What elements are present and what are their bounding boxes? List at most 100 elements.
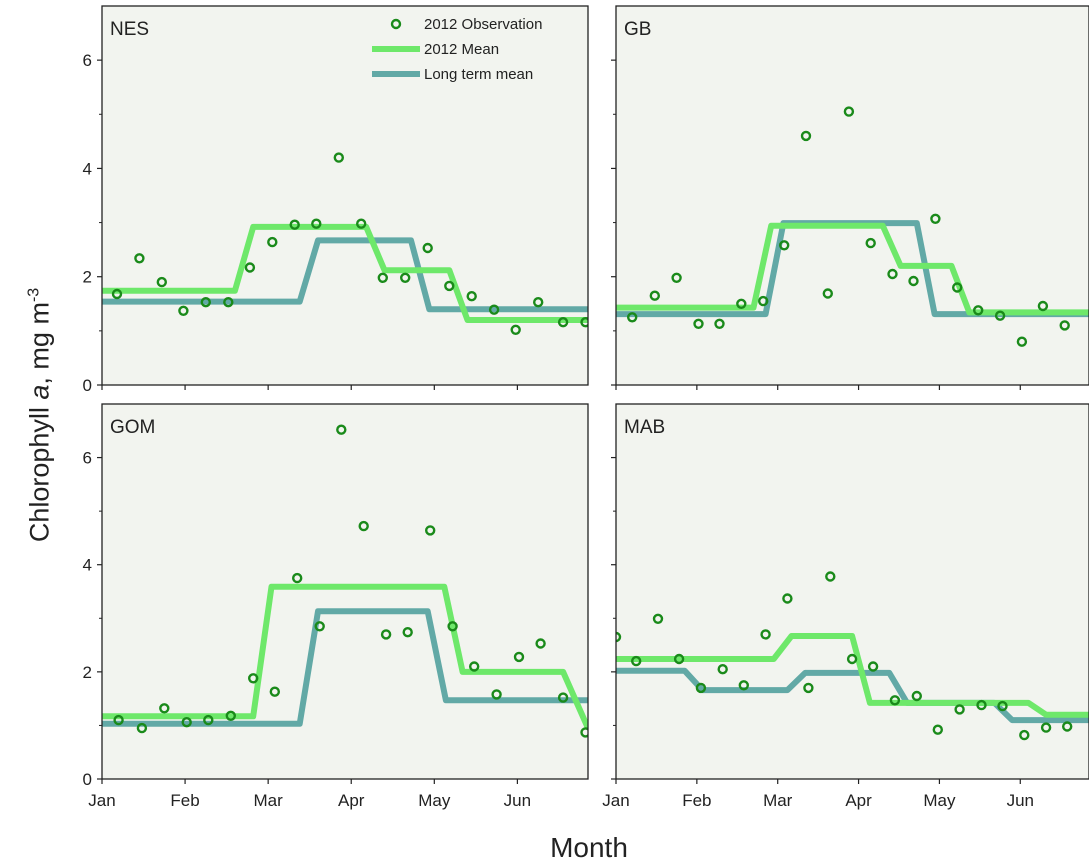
observation-point [994,310,1006,321]
observation-point [269,686,280,697]
observation-point [491,689,502,700]
observation-point [333,152,344,163]
observation-point [1040,722,1052,733]
observation-point [782,593,793,604]
data-layer [616,106,1089,347]
observation-point [673,653,685,665]
observation-point [580,317,588,328]
observation-point [358,520,369,532]
panel-frame [615,5,1089,386]
observation-point [846,653,858,665]
data-layer [102,424,588,738]
observation-point [336,424,347,435]
series-long-term-mean-line [102,608,588,727]
y-tick-label: 6 [83,51,92,70]
observation-point [311,218,322,229]
observation-point [695,682,707,694]
observation-point [779,240,790,251]
observation-point [267,236,278,248]
observation-point [422,242,433,254]
observation-point [557,317,569,328]
plot-area [102,6,588,385]
x-tick-label: Mar [763,791,793,810]
legend-label: 2012 Mean [424,41,499,58]
y-tick-label: 6 [83,449,92,468]
observation-point [203,714,214,726]
observation-point [997,700,1008,712]
observation-point [400,272,411,283]
observation-point [671,272,682,283]
x-tick-label: Jan [88,791,115,810]
observation-point [652,613,664,624]
observation-point [513,651,525,663]
observation-point [425,525,436,536]
legend-label: Long term mean [424,66,533,83]
observation-point [488,304,500,315]
plot-area [616,6,1089,385]
panel-frame [101,403,589,780]
y-tick-label: 4 [83,556,92,575]
panel-mab: Jan Feb Mar Apr May Jun MAB [602,403,1089,810]
observation-point [200,297,212,308]
x-tick-label: Jun [504,791,531,810]
observation-point [535,638,546,649]
observation-point [803,682,814,694]
observation-point [800,130,812,142]
observation-point [469,661,480,672]
observation-point [244,262,256,273]
panel-nes: 0 2 4 6 NES [83,5,589,395]
observation-point [247,673,259,684]
x-tick-label: May [418,791,451,810]
x-tick-label: Apr [845,791,872,810]
observation-point [758,295,769,307]
observation-point [134,253,145,264]
observation-point [1059,320,1070,331]
observation-point [954,704,965,715]
observation-point [930,213,941,225]
observation-point [447,621,458,632]
observation-point [760,629,771,640]
series-2012-mean-line [616,222,1089,316]
panel-frame [615,403,1089,780]
x-tick-label: Apr [338,791,365,810]
observation-point [1037,300,1049,312]
observation-point [627,312,638,323]
observation-point [616,631,622,643]
observation-point [510,324,521,335]
observation-point [289,219,300,230]
panel-label: GOM [110,417,155,438]
data-layer [616,571,1089,741]
observation-point [865,237,876,249]
series-2012-mean-line [102,583,588,730]
observation-point [380,629,392,640]
observation-point [887,268,898,280]
legend-item-ltm: Long term mean [372,66,533,83]
observation-point [136,722,148,734]
series-2012-mean-line [616,633,1089,718]
panel-gom: 0 2 4 6 Jan Feb Mar Apr May Jun GOM [83,403,589,810]
observation-point [825,571,836,582]
observation-point [580,727,588,738]
series-long-term-mean-line [102,237,588,313]
panel-frame [101,5,589,386]
observation-point [1061,721,1073,732]
observation-point [843,106,855,117]
legend: 2012 Observation 2012 Mean Long term mean [372,16,542,83]
observation-point [973,305,984,316]
observation-point [444,280,455,292]
observation-point [932,724,943,735]
x-tick-label: Feb [682,791,711,810]
observation-point [649,290,660,301]
observation-point [693,318,704,329]
observation-point [181,717,192,728]
legend-label: 2012 Observation [424,16,542,33]
observation-point [159,703,170,714]
observation-point [1016,336,1028,347]
x-tick-label: Mar [254,791,284,810]
y-tick-label: 2 [83,663,92,682]
observation-point [738,680,749,691]
observation-point [178,305,189,316]
y-tick-label: 0 [83,770,92,789]
observation-point [466,291,477,302]
